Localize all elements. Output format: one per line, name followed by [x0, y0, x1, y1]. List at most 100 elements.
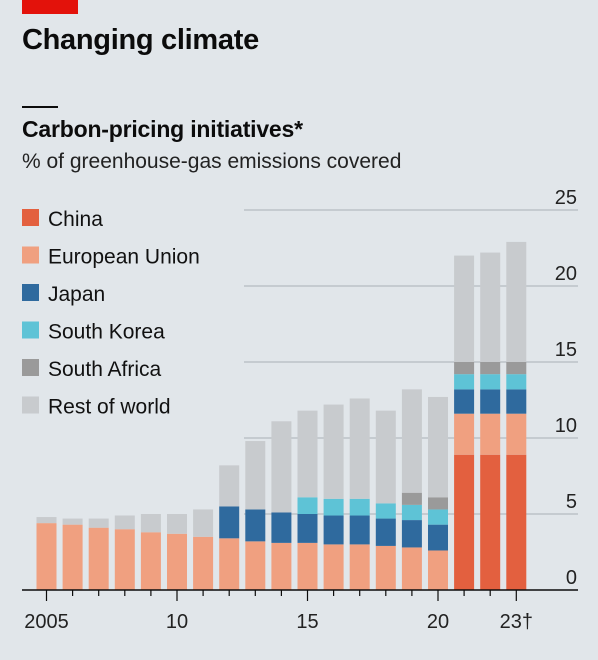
y-tick-label: 15 [555, 339, 577, 361]
bar-segment-rest-of-world [349, 398, 370, 499]
bar-segment-european-union [506, 413, 527, 455]
bar-segment-european-union [454, 413, 475, 455]
bar-segment-rest-of-world [88, 518, 109, 528]
bar-segment-european-union [88, 527, 109, 590]
brand-red-tag [22, 0, 78, 14]
legend-label: South Korea [48, 321, 165, 344]
y-tick-label: 5 [566, 491, 577, 513]
bar-stack-2014 [271, 421, 292, 590]
bar-segment-european-union [219, 538, 240, 590]
bar-segment-european-union [36, 523, 57, 590]
bar-segment-european-union [271, 542, 292, 590]
bar-segment-japan [428, 524, 448, 551]
bar-segment-south-korea [375, 503, 396, 519]
legend-item-south-korea: South Korea [22, 321, 165, 344]
bar-segment-china [506, 454, 527, 590]
bar-segment-european-union [401, 547, 422, 590]
bar-segment-south-africa [454, 362, 475, 375]
legend-swatch [22, 321, 39, 339]
bar-segment-european-union [428, 550, 448, 590]
bar-stack-2020 [428, 396, 448, 590]
bar-stack-2013 [245, 441, 266, 590]
bar-segment-japan [454, 389, 475, 414]
bar-stack-2009 [140, 514, 161, 590]
bar-segment-rest-of-world [401, 389, 422, 493]
legend-item-european-union: European Union [22, 246, 200, 269]
x-tick-label: 15 [296, 611, 318, 633]
bar-segment-european-union [62, 524, 83, 590]
bar-segment-rest-of-world [454, 255, 475, 362]
bar-segment-japan [219, 506, 240, 539]
bar-segment-south-korea [323, 498, 344, 516]
bar-segment-rest-of-world [428, 396, 448, 498]
bar-segment-rest-of-world [323, 404, 344, 499]
legend-swatch [22, 284, 39, 301]
title-rule [22, 106, 58, 108]
bar-segment-rest-of-world [219, 465, 240, 507]
y-tick-label: 10 [555, 415, 577, 437]
legend-label: Rest of world [48, 396, 171, 419]
y-tick-label: 0 [566, 567, 577, 589]
bar-segment-south-korea [401, 504, 422, 521]
bar-segment-japan [480, 389, 501, 414]
bar-segment-japan [271, 512, 292, 543]
bar-segment-south-korea [506, 374, 527, 390]
bar-segment-european-union [167, 533, 187, 590]
bar-stack-2015 [297, 410, 318, 590]
bars [36, 241, 527, 590]
bar-stack-2019 [401, 389, 422, 590]
bar-segment-european-union [193, 536, 214, 590]
bar-segment-rest-of-world [506, 241, 527, 362]
bar-segment-european-union [323, 544, 344, 590]
legend-swatch [22, 209, 39, 226]
bar-stack-2010 [167, 514, 187, 590]
bar-segment-rest-of-world [297, 410, 318, 498]
legend-swatch [22, 359, 39, 376]
legend-label: South Africa [48, 358, 162, 381]
legend: China European Union Japan South Korea South… [22, 208, 200, 419]
bar-segment-south-korea [297, 497, 318, 514]
bar-segment-rest-of-world [375, 410, 396, 504]
bar-segment-japan [375, 518, 396, 546]
bar-stack-2006 [62, 518, 83, 590]
bar-segment-european-union [245, 541, 266, 590]
x-tick-label: 10 [166, 611, 188, 633]
bar-segment-japan [245, 509, 266, 542]
y-tick-labels: 0 5 10 15 20 25 [555, 187, 577, 589]
bar-segment-south-africa [506, 362, 527, 375]
bar-segment-south-africa [480, 362, 501, 375]
legend-swatch [22, 246, 39, 264]
bar-stack-2012 [219, 465, 240, 590]
bar-stack-2021 [454, 255, 475, 590]
bar-segment-south-korea [480, 374, 501, 390]
bar-segment-rest-of-world [167, 514, 187, 534]
bar-stack-2016 [323, 404, 344, 590]
bar-segment-south-africa [428, 497, 448, 510]
bar-segment-japan [297, 514, 318, 543]
x-tick-label: 2005 [24, 611, 69, 633]
chart-subtitle: % of greenhouse-gas emissions covered [22, 150, 402, 173]
bar-stack-2007 [88, 518, 109, 590]
bar-segment-china [480, 454, 501, 590]
legend-item-japan: Japan [22, 283, 105, 306]
x-axis: 2005 10 15 20 23† [22, 589, 578, 633]
legend-label: China [48, 208, 103, 231]
bar-segment-rest-of-world [36, 517, 57, 524]
bar-segment-european-union [114, 529, 135, 590]
legend-label: European Union [48, 246, 200, 269]
y-tick-label: 25 [555, 187, 577, 209]
chart-title: Carbon-pricing initiatives* [22, 116, 303, 142]
bar-segment-rest-of-world [193, 509, 214, 537]
legend-swatch [22, 396, 39, 414]
bar-segment-rest-of-world [480, 252, 501, 362]
bar-segment-rest-of-world [114, 515, 135, 530]
bar-segment-south-korea [454, 374, 475, 390]
bar-segment-japan [323, 515, 344, 545]
bar-segment-european-union [375, 545, 396, 590]
bar-stack-2022 [480, 252, 501, 590]
bar-stack-2005 [36, 517, 57, 590]
legend-label: Japan [48, 283, 105, 306]
bar-segment-rest-of-world [271, 421, 292, 513]
bar-segment-south-korea [428, 509, 448, 525]
